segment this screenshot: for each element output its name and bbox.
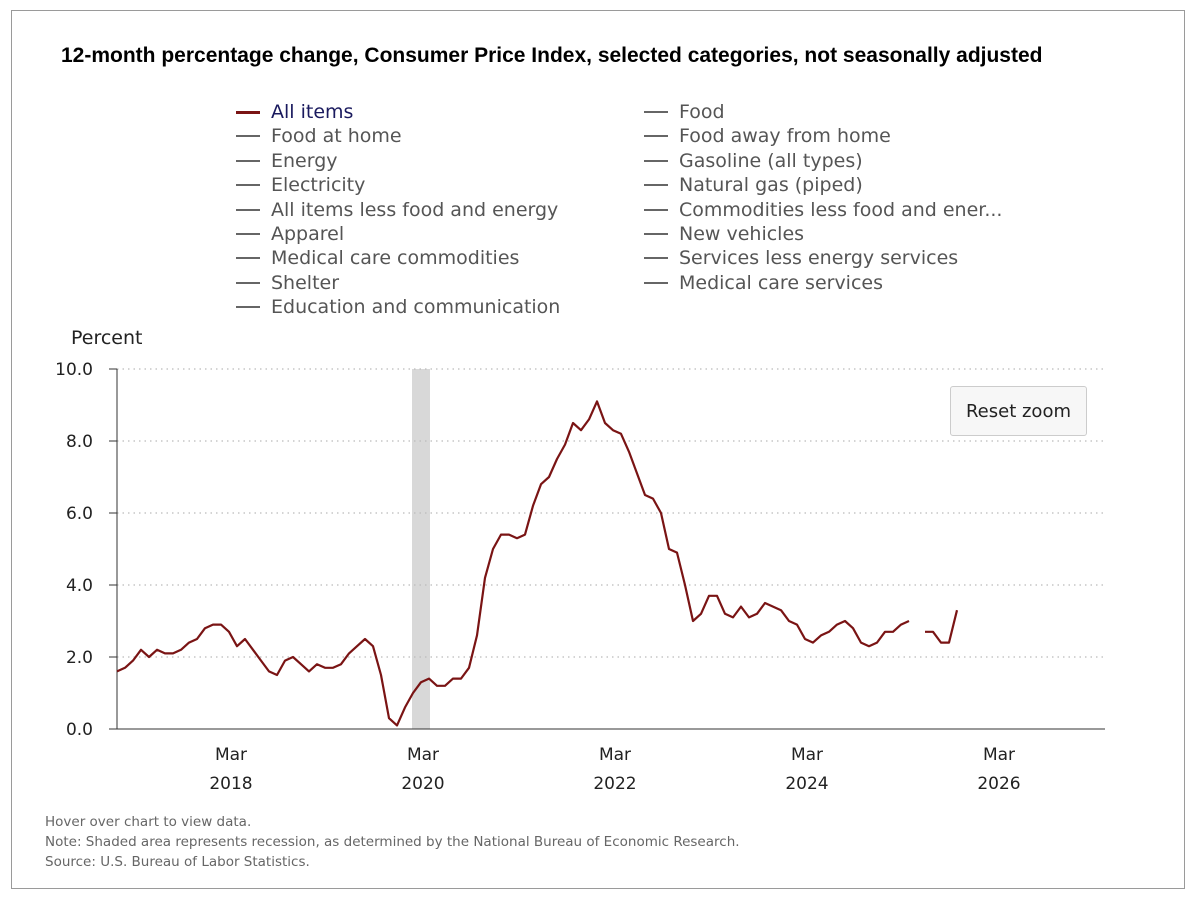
legend-item-gasoline-all-types[interactable]: Gasoline (all types)	[644, 149, 863, 173]
legend-item-all-items[interactable]: All items	[236, 100, 353, 124]
legend-item-commodities-less-food-and-ener[interactable]: Commodities less food and ener...	[644, 198, 1002, 222]
legend-swatch	[236, 233, 260, 235]
y-tick-label: 8.0	[66, 432, 93, 452]
legend-label: Gasoline (all types)	[679, 149, 863, 172]
legend-label: Medical care commodities	[271, 247, 520, 270]
legend-item-apparel[interactable]: Apparel	[236, 222, 344, 246]
y-tick-label: 2.0	[66, 648, 93, 668]
legend-item-electricity[interactable]: Electricity	[236, 173, 365, 197]
legend-label: Services less energy services	[679, 247, 959, 270]
legend-swatch	[644, 135, 668, 138]
legend-label: Energy	[271, 149, 338, 172]
legend-label: Commodities less food and ener...	[679, 198, 1003, 221]
reset-zoom-button[interactable]: Reset zoom	[950, 386, 1087, 436]
x-tick-year: 2024	[785, 774, 828, 794]
recession-band	[412, 369, 430, 729]
y-tick-label: 4.0	[66, 576, 93, 596]
legend-swatch	[236, 135, 260, 138]
hover-hint: Hover over chart to view data.	[45, 814, 252, 830]
x-tick-year: 2022	[593, 774, 636, 794]
legend-item-energy[interactable]: Energy	[236, 149, 338, 173]
chart-footer: Hover over chart to view data. Note: Sha…	[45, 812, 740, 872]
legend-swatch	[236, 306, 260, 309]
legend-swatch	[644, 257, 668, 260]
chart-frame	[11, 10, 1185, 889]
legend-swatch	[644, 208, 668, 211]
legend-item-new-vehicles[interactable]: New vehicles	[644, 222, 804, 246]
legend-label: Food	[679, 101, 725, 123]
legend-item-food-away-from-home[interactable]: Food away from home	[644, 124, 891, 148]
legend-swatch	[236, 110, 260, 114]
legend-item-medical-care-commodities[interactable]: Medical care commodities	[236, 246, 519, 270]
legend-label: Medical care services	[679, 271, 883, 294]
legend-label: Food away from home	[679, 125, 891, 148]
legend-swatch	[236, 281, 260, 284]
source-note: Source: U.S. Bureau of Labor Statistics.	[45, 854, 310, 870]
series-line-all-items[interactable]	[925, 609, 959, 644]
legend-swatch	[644, 281, 668, 284]
legend-label: Apparel	[271, 223, 345, 245]
legend-label: All items less food and energy	[271, 198, 559, 221]
series-line-all-items[interactable]	[116, 400, 910, 727]
x-tick-month: Mar	[791, 745, 823, 765]
legend-label: Food at home	[271, 125, 402, 148]
legend-swatch	[236, 257, 260, 260]
legend-label: Shelter	[271, 271, 340, 294]
legend-swatch	[236, 159, 260, 162]
legend-swatch	[236, 184, 260, 187]
y-axis-label: Percent	[71, 327, 143, 349]
x-tick-month: Mar	[599, 745, 631, 765]
y-tick-label: 6.0	[66, 504, 93, 524]
recession-note: Note: Shaded area represents recession, …	[45, 834, 740, 850]
x-tick-year: 2018	[209, 774, 252, 794]
y-tick-label: 10.0	[55, 360, 93, 380]
legend-swatch	[644, 159, 668, 162]
legend-label: Natural gas (piped)	[679, 174, 863, 197]
x-tick-year: 2026	[977, 774, 1020, 794]
legend-item-food[interactable]: Food	[644, 100, 725, 124]
legend-item-natural-gas-piped[interactable]: Natural gas (piped)	[644, 173, 863, 197]
x-tick-year: 2020	[401, 774, 444, 794]
legend-item-education-and-communication[interactable]: Education and communication	[236, 295, 560, 319]
x-tick-month: Mar	[983, 745, 1015, 765]
chart-title: 12-month percentage change, Consumer Pri…	[61, 44, 1043, 67]
legend-item-services-less-energy-services[interactable]: Services less energy services	[644, 246, 958, 270]
legend-item-medical-care-services[interactable]: Medical care services	[644, 271, 883, 295]
legend-label: All items	[271, 101, 354, 123]
x-tick-month: Mar	[215, 745, 247, 765]
legend-item-food-at-home[interactable]: Food at home	[236, 124, 402, 148]
x-tick-month: Mar	[407, 745, 439, 765]
legend-swatch	[644, 111, 668, 113]
legend-item-all-items-less-food-and-energy[interactable]: All items less food and energy	[236, 198, 558, 222]
legend-swatch	[236, 208, 260, 211]
legend-item-shelter[interactable]: Shelter	[236, 271, 339, 295]
legend-label: Electricity	[271, 174, 366, 197]
legend-swatch	[644, 233, 668, 235]
y-tick-label: 0.0	[66, 720, 93, 740]
legend-swatch	[644, 184, 668, 187]
legend-label: New vehicles	[679, 223, 805, 245]
legend-label: Education and communication	[271, 296, 561, 319]
